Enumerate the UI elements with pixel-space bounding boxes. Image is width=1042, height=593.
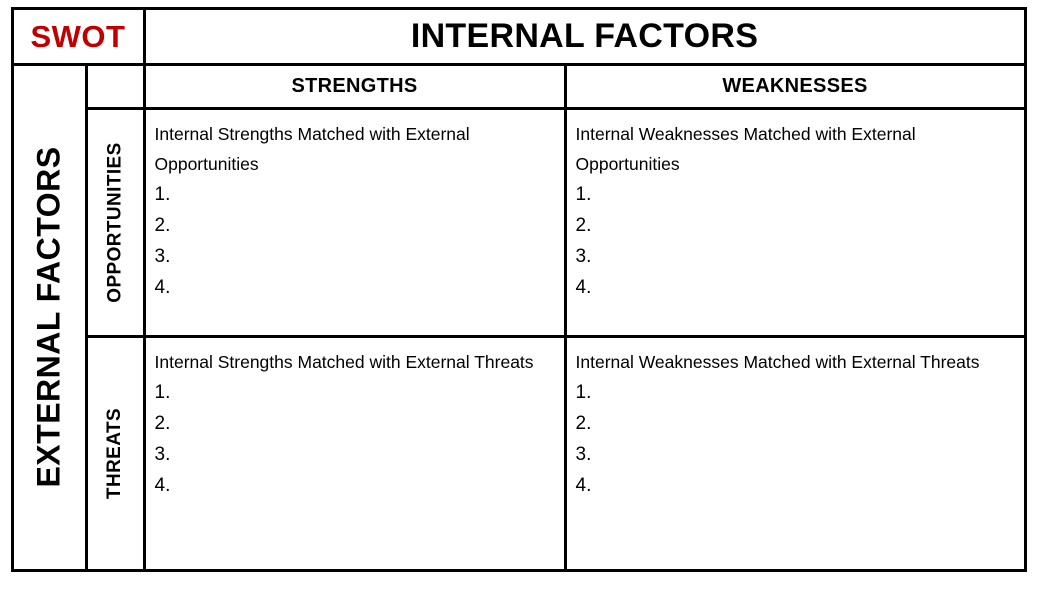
column-header-strengths: STRENGTHS bbox=[142, 62, 567, 110]
quadrant-weaknesses-opportunities: Internal Weaknesses Matched with Externa… bbox=[563, 106, 1027, 338]
list-item[interactable]: 3. bbox=[154, 443, 171, 465]
quadrant-st-title: Internal Strengths Matched with External… bbox=[154, 351, 534, 372]
internal-factors-label: INTERNAL FACTORS bbox=[410, 17, 759, 55]
quadrant-wo-list: 1. 2. 3. 4. bbox=[576, 179, 1024, 303]
list-item[interactable]: 4. bbox=[575, 474, 592, 496]
list-item[interactable]: 1. bbox=[575, 381, 592, 403]
internal-factors-header-cell: INTERNAL FACTORS bbox=[142, 6, 1027, 66]
list-item[interactable]: 2. bbox=[154, 214, 171, 236]
list-item[interactable]: 4. bbox=[154, 276, 171, 298]
external-factors-header-cell: EXTERNAL FACTORS bbox=[10, 62, 88, 572]
row-header-opportunities: OPPORTUNITIES bbox=[84, 106, 146, 338]
quadrant-so-title: Internal Strengths Matched with External… bbox=[154, 123, 470, 174]
list-item[interactable]: 3. bbox=[575, 245, 592, 267]
list-item[interactable]: 3. bbox=[575, 443, 592, 465]
swot-matrix: SWOT INTERNAL FACTORS EXTERNAL FACTORS S… bbox=[10, 6, 1027, 578]
quadrant-weaknesses-threats: Internal Weaknesses Matched with Externa… bbox=[563, 334, 1027, 572]
quadrant-wt-title: Internal Weaknesses Matched with Externa… bbox=[575, 351, 980, 372]
list-item[interactable]: 1. bbox=[154, 183, 171, 205]
list-item[interactable]: 1. bbox=[575, 183, 592, 205]
row-header-threats: THREATS bbox=[84, 334, 146, 572]
list-item[interactable]: 1. bbox=[154, 381, 171, 403]
external-factors-label: EXTERNAL FACTORS bbox=[31, 146, 68, 488]
list-item[interactable]: 4. bbox=[575, 276, 592, 298]
list-item[interactable]: 3. bbox=[154, 245, 171, 267]
column-header-weaknesses: WEAKNESSES bbox=[563, 62, 1027, 110]
quadrant-wt-list: 1. 2. 3. 4. bbox=[576, 377, 1024, 501]
row-header-spacer-cell bbox=[84, 62, 146, 110]
quadrant-strengths-threats: Internal Strengths Matched with External… bbox=[142, 334, 567, 572]
quadrant-st-list: 1. 2. 3. 4. bbox=[155, 377, 564, 501]
row-header-opportunities-label: OPPORTUNITIES bbox=[104, 141, 126, 303]
quadrant-wo-title: Internal Weaknesses Matched with Externa… bbox=[575, 123, 916, 174]
row-header-threats-label: THREATS bbox=[104, 407, 126, 499]
quadrant-strengths-opportunities: Internal Strengths Matched with External… bbox=[142, 106, 567, 338]
list-item[interactable]: 2. bbox=[575, 214, 592, 236]
list-item[interactable]: 4. bbox=[154, 474, 171, 496]
list-item[interactable]: 2. bbox=[154, 412, 171, 434]
list-item[interactable]: 2. bbox=[575, 412, 592, 434]
column-header-strengths-label: STRENGTHS bbox=[291, 75, 418, 97]
swot-title: SWOT bbox=[30, 18, 126, 54]
column-header-weaknesses-label: WEAKNESSES bbox=[722, 75, 868, 97]
swot-corner-cell: SWOT bbox=[10, 6, 146, 66]
quadrant-so-list: 1. 2. 3. 4. bbox=[155, 179, 564, 303]
